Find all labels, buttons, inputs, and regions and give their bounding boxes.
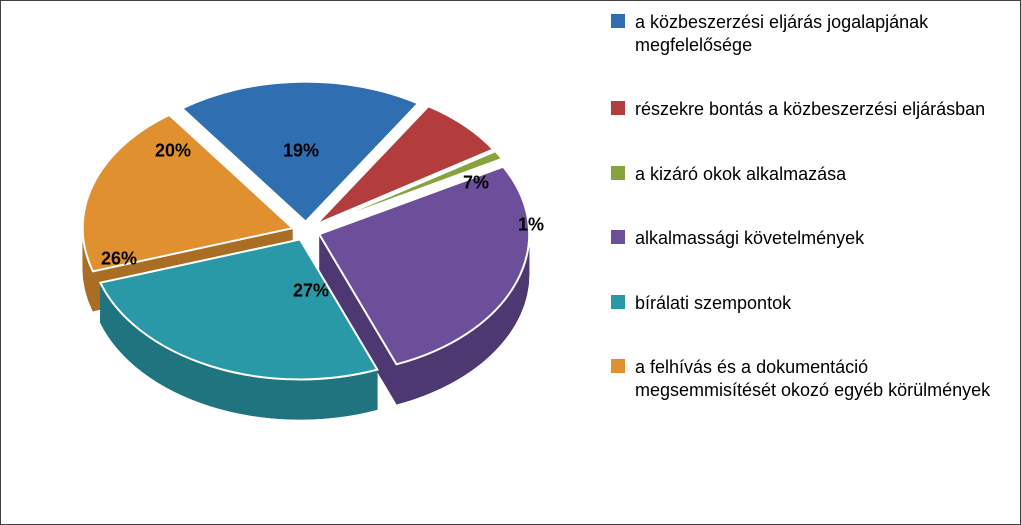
legend-label: részekre bontás a közbeszerzési eljárásb…	[635, 98, 985, 121]
slice-pct-label: 20%	[155, 141, 191, 162]
legend-label: bírálati szempontok	[635, 292, 791, 315]
legend-item: bírálati szempontok	[611, 292, 1011, 315]
legend-label: a kizáró okok alkalmazása	[635, 163, 846, 186]
pie-chart: 19% 7% 1% 27% 26% 20%	[1, 1, 601, 525]
legend-swatch	[611, 359, 625, 373]
legend-swatch	[611, 295, 625, 309]
legend-label: alkalmassági követelmények	[635, 227, 864, 250]
legend-swatch	[611, 14, 625, 28]
chart-frame: 19% 7% 1% 27% 26% 20% a közbeszerzési eljárás…	[0, 0, 1021, 525]
legend: a közbeszerzési eljárás jogalapjának meg…	[611, 11, 1011, 443]
legend-label: a felhívás és a dokumentáció megsemmisít…	[635, 356, 1011, 401]
legend-item: a felhívás és a dokumentáció megsemmisít…	[611, 356, 1011, 401]
legend-swatch	[611, 101, 625, 115]
legend-item: alkalmassági követelmények	[611, 227, 1011, 250]
slice-pct-label: 19%	[283, 141, 319, 162]
legend-item: a kizáró okok alkalmazása	[611, 163, 1011, 186]
legend-label: a közbeszerzési eljárás jogalapjának meg…	[635, 11, 1011, 56]
legend-item: a közbeszerzési eljárás jogalapjának meg…	[611, 11, 1011, 56]
legend-swatch	[611, 166, 625, 180]
slice-pct-label: 1%	[518, 215, 544, 236]
slice-pct-label: 7%	[463, 173, 489, 194]
slice-pct-label: 26%	[101, 249, 137, 270]
slice-pct-label: 27%	[293, 281, 329, 302]
legend-item: részekre bontás a közbeszerzési eljárásb…	[611, 98, 1011, 121]
pie-svg	[1, 1, 601, 525]
pie-tops	[83, 82, 529, 380]
legend-swatch	[611, 230, 625, 244]
